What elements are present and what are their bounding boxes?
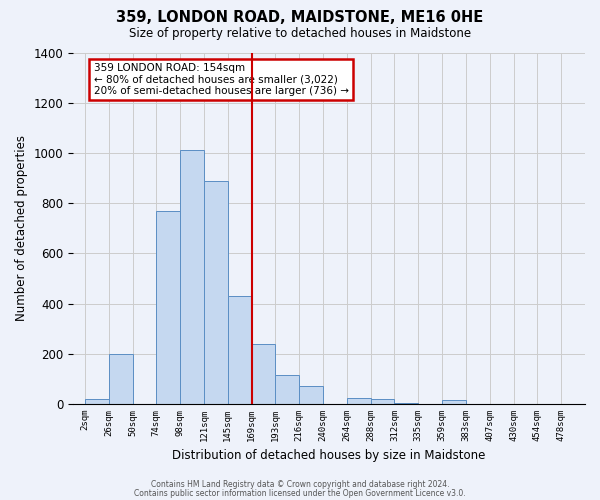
- Bar: [394, 403, 418, 404]
- Text: Contains public sector information licensed under the Open Government Licence v3: Contains public sector information licen…: [134, 488, 466, 498]
- Text: Contains HM Land Registry data © Crown copyright and database right 2024.: Contains HM Land Registry data © Crown c…: [151, 480, 449, 489]
- Bar: [180, 150, 204, 404]
- Text: 359 LONDON ROAD: 154sqm
← 80% of detached houses are smaller (3,022)
20% of semi: 359 LONDON ROAD: 154sqm ← 80% of detache…: [94, 63, 349, 96]
- Bar: [204, 180, 228, 404]
- Bar: [442, 400, 466, 404]
- Bar: [251, 344, 275, 404]
- Bar: [299, 386, 323, 404]
- X-axis label: Distribution of detached houses by size in Maidstone: Distribution of detached houses by size …: [172, 450, 486, 462]
- Bar: [85, 399, 109, 404]
- Text: 359, LONDON ROAD, MAIDSTONE, ME16 0HE: 359, LONDON ROAD, MAIDSTONE, ME16 0HE: [116, 10, 484, 25]
- Bar: [347, 398, 371, 404]
- Bar: [109, 354, 133, 404]
- Y-axis label: Number of detached properties: Number of detached properties: [15, 136, 28, 322]
- Bar: [157, 210, 180, 404]
- Bar: [275, 375, 299, 404]
- Bar: [228, 296, 251, 404]
- Text: Size of property relative to detached houses in Maidstone: Size of property relative to detached ho…: [129, 28, 471, 40]
- Bar: [371, 399, 394, 404]
